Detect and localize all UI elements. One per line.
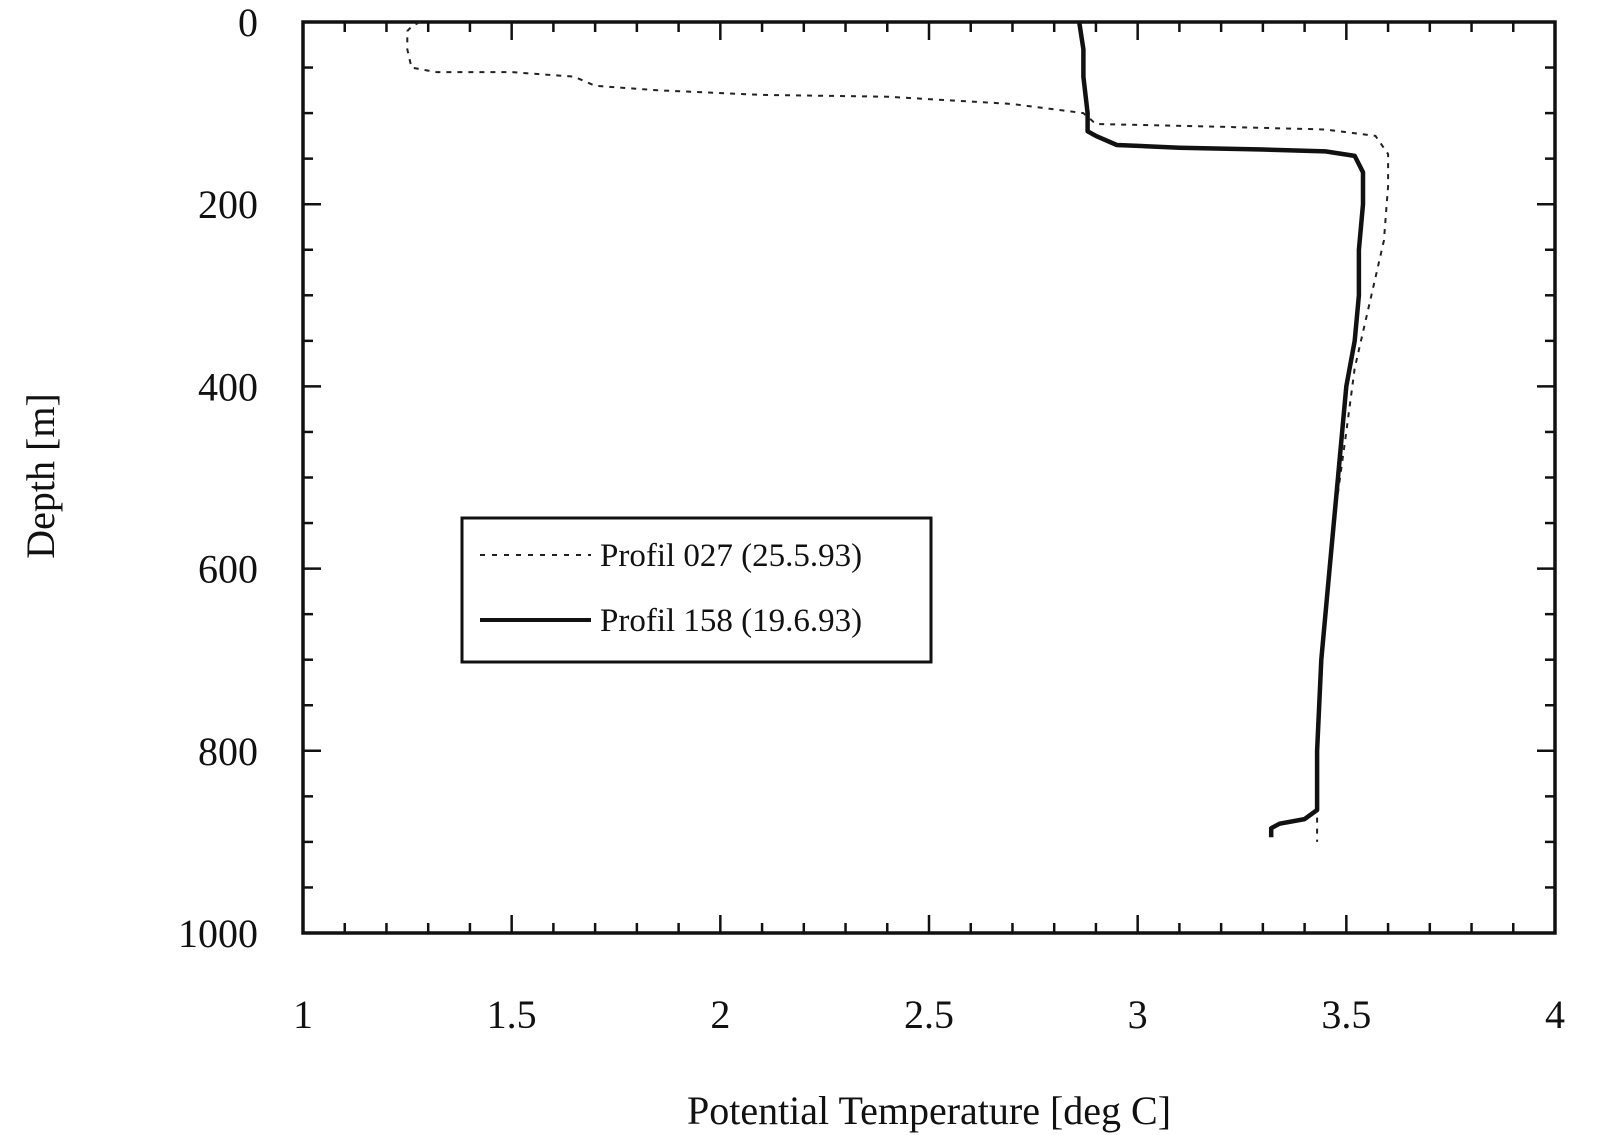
x-tick-label: 1 [293, 992, 313, 1037]
y-tick-label: 800 [198, 729, 258, 774]
tick-labels: 1 1.5 2 2.5 3 3.5 4 0 200 400 600 800 1000 [178, 0, 1565, 1037]
x-tick-label: 4 [1545, 992, 1565, 1037]
x-tick-label: 1.5 [487, 992, 537, 1037]
plot-area-frame [301, 20, 1557, 935]
x-tick-label: 3 [1128, 992, 1148, 1037]
legend-label-profil-027: Profil 027 (25.5.93) [600, 538, 862, 574]
series-line-profil-027 [406, 21, 1390, 842]
axis-ticks [301, 20, 1557, 935]
x-tick-label: 2.5 [904, 992, 954, 1037]
x-axis-title: Potential Temperature [deg C] [687, 1088, 1171, 1133]
series-line-profil-158 [1076, 21, 1366, 838]
y-tick-label: 0 [238, 0, 258, 45]
y-tick-label: 400 [198, 364, 258, 409]
series-layer [406, 21, 1390, 842]
y-tick-label: 1000 [178, 911, 258, 956]
x-tick-label: 2 [710, 992, 730, 1037]
legend-box [460, 516, 933, 664]
y-tick-label: 200 [198, 182, 258, 227]
x-tick-label: 3.5 [1321, 992, 1371, 1037]
y-tick-label: 600 [198, 547, 258, 592]
y-axis-title: Depth [m] [18, 393, 63, 559]
legend-label-profil-158: Profil 158 (19.6.93) [600, 603, 862, 639]
legend: Profil 027 (25.5.93) Profil 158 (19.6.93… [460, 516, 933, 664]
